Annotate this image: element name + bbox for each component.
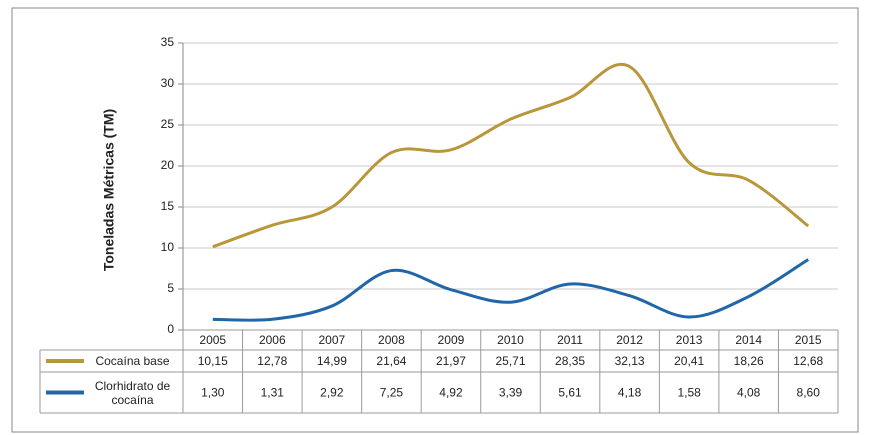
y-tick-label: 15	[161, 199, 175, 213]
table-value: 5,61	[558, 386, 582, 400]
series-line	[212, 63, 810, 249]
x-tick-label: 2013	[676, 333, 703, 347]
x-tick-label: 2010	[497, 333, 524, 347]
table-value: 28,35	[555, 354, 585, 368]
x-tick-label: 2005	[199, 333, 226, 347]
table-value: 4,08	[737, 386, 761, 400]
y-tick-label: 20	[161, 158, 175, 172]
table-value: 12,78	[257, 354, 287, 368]
table-value: 1,58	[677, 386, 701, 400]
table-value: 7,25	[380, 386, 404, 400]
x-tick-label: 2007	[319, 333, 346, 347]
table-value: 4,18	[618, 386, 642, 400]
frame	[11, 7, 859, 433]
x-tick-label: 2009	[438, 333, 465, 347]
table-value: 18,26	[734, 354, 764, 368]
y-tick-label: 0	[167, 322, 174, 336]
x-tick-label: 2014	[735, 333, 762, 347]
table-value: 8,60	[797, 386, 821, 400]
table-value: 3,39	[499, 386, 523, 400]
legend-label: Cocaína base	[95, 354, 170, 368]
y-tick-label: 35	[161, 35, 175, 49]
y-tick-label: 10	[161, 240, 175, 254]
table-value: 21,97	[436, 354, 466, 368]
legend-label: Clorhidrato de cocaína	[94, 378, 171, 407]
x-tick-label: 2011	[557, 333, 583, 347]
y-tick-label: 25	[161, 117, 175, 131]
table-value: 21,64	[376, 354, 406, 368]
table-value: 25,71	[495, 354, 525, 368]
table-value: 4,92	[439, 386, 463, 400]
table-value: 1,30	[201, 386, 225, 400]
table-value: 32,13	[615, 354, 645, 368]
table-value: 20,41	[674, 354, 704, 368]
y-tick-label: 30	[161, 76, 175, 90]
table-value: 12,68	[793, 354, 823, 368]
legend-label-box: Cocaína base	[95, 354, 170, 368]
table-value: 1,31	[261, 386, 285, 400]
x-tick-label: 2006	[259, 333, 286, 347]
y-axis-label: Toneladas Métricas (TM)	[101, 109, 117, 271]
table-value: 14,99	[317, 354, 347, 368]
x-tick-label: 2008	[378, 333, 405, 347]
y-tick-label: 5	[167, 281, 174, 295]
table-value: 10,15	[198, 354, 228, 368]
x-tick-label: 2012	[616, 333, 643, 347]
x-tick-label: 2015	[795, 333, 822, 347]
legend-label-box: Clorhidrato de cocaína	[94, 378, 171, 407]
series-line	[212, 258, 810, 322]
table-value: 2,92	[320, 386, 344, 400]
